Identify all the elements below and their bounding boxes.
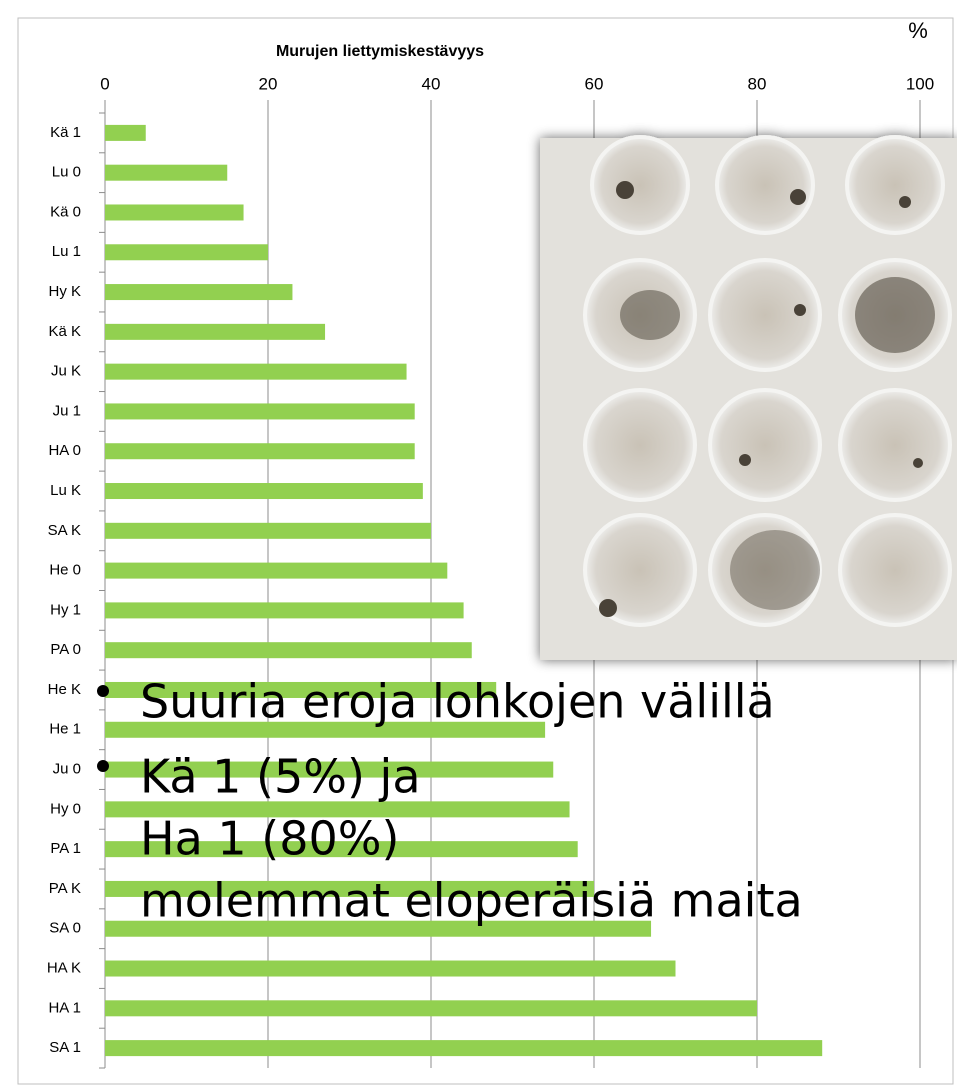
bar: [105, 801, 570, 818]
bullet-text: Ha 1 (80%): [140, 812, 399, 866]
bar: [105, 920, 652, 937]
x-tick-label: 20: [259, 74, 278, 93]
x-tick-label: 60: [585, 74, 604, 93]
y-tick-label: HA K: [47, 959, 81, 976]
bar: [105, 1000, 757, 1017]
bar: [105, 642, 472, 659]
y-tick-label: HA 0: [48, 442, 81, 459]
y-tick-label: Hy 1: [50, 601, 81, 618]
bar: [105, 522, 431, 539]
axis-title: Murujen liettymiskestävyys: [276, 43, 484, 60]
bar: [105, 483, 423, 500]
y-tick-label: Hy K: [48, 283, 81, 300]
y-tick-label: Lu K: [50, 482, 81, 499]
x-tick-label: 80: [748, 74, 767, 93]
y-tick-label: Ju 0: [53, 761, 81, 778]
bar: [105, 244, 268, 261]
y-tick-label: Hy 0: [50, 800, 81, 817]
bullet-dot: [97, 685, 109, 697]
bar: [105, 443, 415, 460]
y-tick-label: SA 1: [49, 1039, 81, 1056]
y-tick-label: PA K: [49, 880, 81, 897]
y-tick-label: Ju 1: [53, 402, 81, 419]
unit-label: %: [908, 18, 928, 43]
bar: [105, 880, 594, 897]
bar: [105, 602, 464, 619]
y-tick-label: Kä 1: [50, 124, 81, 141]
x-tick-label: 0: [100, 74, 109, 93]
bar: [105, 721, 546, 738]
bar: [105, 761, 554, 778]
y-tick-label: SA 0: [49, 920, 81, 937]
bullet-text: molemmat eloperäisiä maita: [140, 874, 803, 928]
y-tick-label: SA K: [48, 522, 81, 539]
y-tick-label: Lu 0: [52, 164, 81, 181]
bar: [105, 323, 326, 340]
bar: [105, 164, 228, 181]
bar: [105, 681, 497, 698]
y-tick-label: Kä K: [48, 323, 81, 340]
y-tick-label: He 0: [49, 562, 81, 579]
bar: [105, 960, 676, 977]
bar: [105, 403, 415, 420]
bar: [105, 841, 578, 858]
y-tick-label: HA 1: [48, 999, 81, 1016]
y-tick-label: PA 0: [50, 641, 81, 658]
bar: [105, 124, 146, 141]
bar: [105, 1040, 823, 1057]
y-tick-label: Ju K: [51, 363, 81, 380]
y-tick-label: PA 1: [50, 840, 81, 857]
x-tick-label: 100: [906, 74, 934, 93]
bar: [105, 284, 293, 301]
photo: [540, 135, 957, 660]
bar: [105, 363, 407, 380]
y-tick-label: He 1: [49, 721, 81, 738]
bar: [105, 562, 448, 579]
bullet-text: Kä 1 (5%) ja: [140, 750, 421, 804]
bullet-dot: [97, 760, 109, 772]
x-tick-label: 40: [422, 74, 441, 93]
y-tick-label: Lu 1: [52, 243, 81, 260]
bullet-text: Suuria eroja lohkojen välillä: [140, 675, 775, 729]
bar: [105, 204, 244, 221]
y-tick-label: Kä 0: [50, 203, 81, 220]
y-tick-label: He K: [48, 681, 81, 698]
